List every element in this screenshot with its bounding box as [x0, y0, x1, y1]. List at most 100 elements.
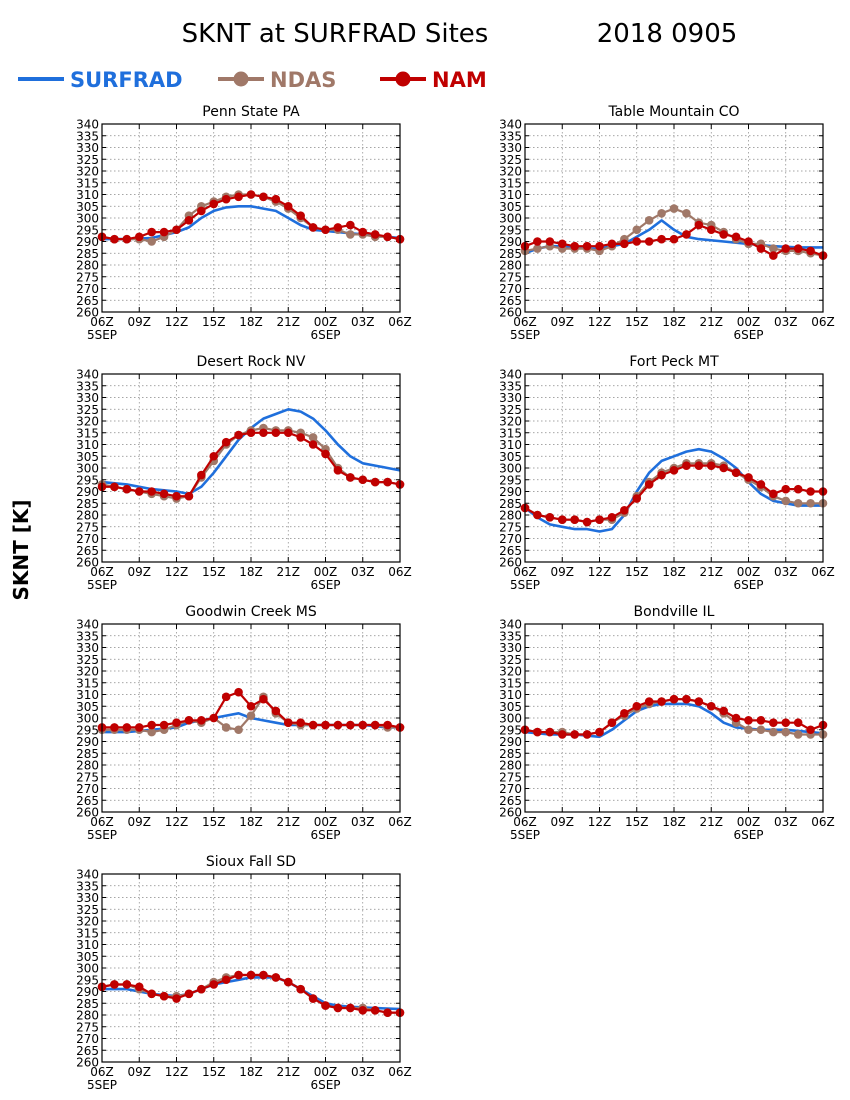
data-point-nam [370, 477, 380, 487]
y-tick-label: 295 [76, 973, 99, 987]
series-line-surfrad [524, 447, 823, 533]
data-point-ndas [756, 725, 766, 735]
y-tick-label: 340 [499, 618, 522, 632]
data-point-nam [595, 515, 604, 525]
data-point-nam [756, 244, 766, 253]
y-tick-label: 265 [499, 544, 522, 558]
y-tick-label: 290 [76, 985, 99, 999]
plot-frame [101, 373, 401, 563]
y-tick-label: 275 [499, 270, 522, 284]
x-tick-label: 09Z [551, 815, 575, 829]
data-point-nam [657, 234, 666, 244]
y-tick-label: 315 [499, 176, 522, 190]
y-tick-label: 295 [76, 723, 99, 737]
y-tick-label: 275 [76, 770, 99, 784]
x-tick-label: 21Z [700, 565, 724, 579]
panel-sioux-fall-sd: Sioux Fall SD 260265270275280285290295300… [76, 854, 412, 1092]
data-point-nam [122, 484, 132, 494]
x-tick-label: 21Z [277, 315, 301, 329]
y-tick-label: 285 [76, 747, 99, 761]
data-point-nam [110, 723, 119, 732]
data-point-nam [221, 437, 231, 447]
x-tick-label: 21Z [700, 315, 724, 329]
plot-frame [524, 123, 824, 313]
y-tick-label: 275 [76, 270, 99, 284]
y-tick-label: 265 [499, 294, 522, 308]
y-tick-label: 310 [76, 188, 99, 202]
y-tick-label: 280 [76, 1009, 99, 1023]
data-point-nam [744, 473, 753, 482]
x-tick-label: 06Z [811, 565, 835, 579]
data-point-nam [147, 720, 156, 730]
x-tick-label: 00Z [314, 565, 338, 579]
y-tick-label: 260 [499, 556, 522, 570]
data-point-nam [769, 251, 778, 260]
x-date-label: 5SEP [510, 828, 540, 842]
data-point-nam [793, 244, 803, 253]
panel-bondville-il: Bondville IL2602652702752802852902953003… [499, 604, 835, 842]
x-date-label: 6SEP [310, 1078, 340, 1092]
legend-marker [233, 71, 249, 87]
data-point-nam [246, 190, 256, 199]
x-date-label: 5SEP [87, 328, 117, 342]
y-tick-label: 305 [76, 950, 99, 964]
y-tick-label: 335 [76, 129, 99, 143]
x-tick-label: 12Z [165, 315, 189, 329]
y-tick-label: 275 [499, 770, 522, 784]
data-point-nam [545, 237, 555, 246]
data-point-nam [159, 489, 169, 499]
data-point-nam [122, 723, 132, 732]
data-point-nam [172, 718, 181, 728]
x-tick-label: 06Z [513, 315, 537, 329]
x-tick-label: 09Z [128, 1065, 152, 1079]
data-point-nam [271, 973, 281, 982]
y-tick-label: 310 [499, 188, 522, 202]
data-point-nam [595, 241, 604, 251]
y-tick-label: 285 [76, 997, 99, 1011]
data-point-nam [259, 192, 268, 202]
data-point-nam [134, 723, 144, 732]
y-tick-label: 280 [499, 759, 522, 773]
y-tick-label: 305 [76, 700, 99, 714]
data-point-nam [570, 241, 579, 251]
data-point-nam [582, 730, 592, 739]
data-point-ndas [769, 244, 778, 253]
y-tick-label: 285 [76, 497, 99, 511]
y-tick-label: 285 [499, 747, 522, 761]
data-point-nam [769, 489, 778, 499]
panel-title: Fort Peck MT [629, 354, 719, 370]
x-tick-label: 15Z [625, 565, 649, 579]
y-tick-label: 330 [76, 391, 99, 405]
y-tick-label: 325 [499, 403, 522, 417]
data-point-nam [669, 466, 679, 475]
data-point-nam [221, 975, 231, 985]
y-tick-label: 300 [499, 712, 522, 726]
data-point-nam [719, 463, 728, 473]
data-point-nam [669, 234, 679, 244]
y-tick-label: 300 [76, 462, 99, 476]
x-tick-label: 12Z [165, 1065, 189, 1079]
data-point-nam [657, 470, 666, 480]
data-point-nam [731, 468, 741, 478]
x-tick-label: 12Z [165, 815, 189, 829]
data-point-nam [308, 720, 318, 730]
data-point-nam [731, 232, 741, 242]
data-point-nam [682, 461, 691, 470]
x-date-label: 5SEP [87, 1078, 117, 1092]
y-tick-label: 315 [499, 676, 522, 690]
data-point-nam [234, 430, 243, 440]
y-tick-label: 270 [499, 782, 522, 796]
y-tick-label: 335 [499, 629, 522, 643]
x-tick-label: 06Z [513, 815, 537, 829]
figure-date: 2018 0905 [597, 19, 738, 49]
data-point-nam [333, 720, 343, 730]
legend-item-surfrad: SURFRAD [18, 68, 183, 92]
panel-title: Sioux Fall SD [206, 854, 296, 870]
x-tick-label: 06Z [388, 1065, 412, 1079]
data-point-ndas [246, 711, 256, 720]
y-tick-label: 305 [499, 700, 522, 714]
data-point-ndas [221, 723, 231, 732]
y-tick-label: 340 [499, 368, 522, 382]
legend-label: NAM [432, 68, 487, 92]
y-tick-label: 265 [499, 794, 522, 808]
